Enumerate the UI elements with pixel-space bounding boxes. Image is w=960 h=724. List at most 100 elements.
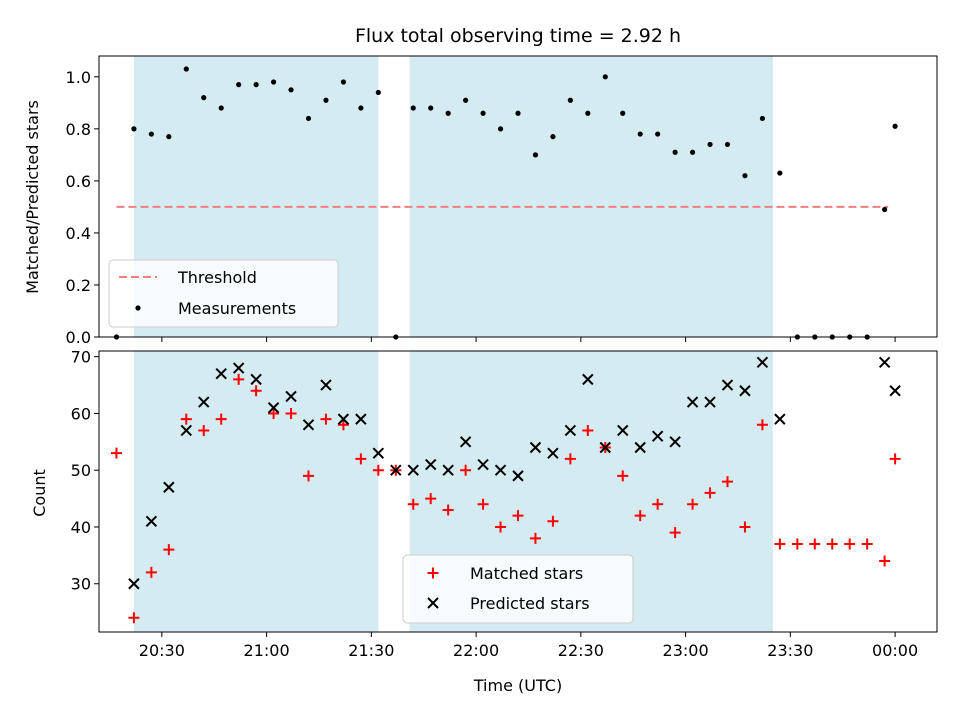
matched-stars-point-25 <box>547 515 559 527</box>
predicted-stars-point-5 <box>215 367 227 380</box>
top-measurement-point-14 <box>358 105 364 111</box>
matched-stars-point-20 <box>460 464 472 476</box>
matched-stars-point-21 <box>477 498 489 510</box>
matched-stars-point-1 <box>128 612 140 624</box>
predicted-stars-point-38 <box>878 356 891 369</box>
predicted-stars-point-22 <box>512 470 524 482</box>
matched-stars-point-0 <box>110 447 122 459</box>
matched-stars-point-22 <box>495 521 507 533</box>
matched-stars-point-45 <box>889 453 901 465</box>
top-measurement-point-36 <box>742 173 748 179</box>
predicted-stars-point-20 <box>477 458 489 471</box>
predicted-stars-point-3 <box>180 424 192 437</box>
matched-stars-point-9 <box>268 407 280 419</box>
top-measurement-point-15 <box>375 89 381 96</box>
predicted-stars-point-29 <box>634 441 646 454</box>
top-measurement-point-1 <box>131 126 137 132</box>
matched-stars-point-36 <box>739 521 751 533</box>
top-ytick-label-5: 1.0 <box>66 68 91 87</box>
predicted-stars-point-17 <box>425 458 437 471</box>
legend-box <box>108 259 339 328</box>
top-measurement-point-3 <box>166 134 172 140</box>
top-measurement-point-32 <box>672 149 678 155</box>
bottom-legend: Matched stars Predicted stars <box>402 554 634 624</box>
matched-stars-point-13 <box>337 419 349 431</box>
predicted-stars-point-27 <box>599 441 611 454</box>
xtick-label-3: 22:00 <box>453 641 499 660</box>
predicted-stars-point-2 <box>163 481 175 493</box>
top-measurement-point-44 <box>882 206 888 213</box>
predicted-stars-point-25 <box>564 424 577 437</box>
top-measurement-point-33 <box>689 149 696 155</box>
top-ytick-label-0: 0.0 <box>66 328 91 347</box>
top-measurement-point-30 <box>637 131 643 137</box>
predicted-stars-point-13 <box>355 413 367 425</box>
legend-matched-swatch <box>427 567 439 579</box>
top-measurement-point-7 <box>236 82 242 88</box>
xtick-label-7: 00:00 <box>872 641 918 660</box>
matched-stars-point-17 <box>407 498 419 510</box>
top-measurement-point-2 <box>148 131 154 137</box>
predicted-stars-point-4 <box>198 396 210 408</box>
predicted-stars-point-7 <box>250 373 262 386</box>
matched-stars-point-42 <box>844 538 856 550</box>
bottom-ytick-label-4: 70 <box>71 348 91 367</box>
top-measurement-point-37 <box>759 115 766 122</box>
top-measurement-point-26 <box>567 97 573 103</box>
bottom-ytick-label-1: 40 <box>71 518 91 537</box>
legend-matched-label: Matched stars <box>470 564 583 583</box>
matched-stars-point-26 <box>564 453 576 465</box>
predicted-stars-point-11 <box>320 379 332 391</box>
top-measurement-point-23 <box>515 110 521 116</box>
top-measurement-point-28 <box>602 74 608 80</box>
xtick-label-1: 21:00 <box>244 641 290 660</box>
predicted-stars-point-39 <box>889 385 901 397</box>
predicted-stars-point-10 <box>302 419 315 431</box>
predicted-stars-point-18 <box>442 464 454 476</box>
top-ytick-label-2: 0.4 <box>66 224 91 243</box>
bottom-panel: 30 40 50 60 70 20:30 21:00 21:30 22:00 22:30 23:00… <box>71 348 938 660</box>
top-measurement-point-38 <box>777 170 783 176</box>
top-measurement-point-11 <box>305 115 312 122</box>
top-measurement-point-12 <box>323 97 329 103</box>
predicted-stars-point-26 <box>582 373 594 386</box>
predicted-stars-point-32 <box>686 396 699 408</box>
matched-stars-point-30 <box>634 510 646 522</box>
predicted-stars-point-6 <box>232 362 245 374</box>
top-measurement-point-31 <box>655 131 661 137</box>
figure-title: Flux total observing time = 2.92 h <box>355 25 681 47</box>
top-measurement-point-4 <box>183 66 189 72</box>
top-ytick-label-3: 0.6 <box>66 172 91 191</box>
predicted-stars-point-35 <box>739 385 751 397</box>
top-measurement-point-25 <box>550 134 556 140</box>
top-legend: Threshold Measurements <box>108 259 339 328</box>
top-measurement-point-27 <box>585 110 591 116</box>
predicted-stars-point-9 <box>285 390 297 403</box>
matched-stars-point-43 <box>861 538 873 550</box>
legend-measurements-swatch <box>135 305 141 311</box>
top-measurement-point-5 <box>201 95 207 101</box>
predicted-stars-point-14 <box>372 447 385 459</box>
predicted-stars-point-34 <box>721 379 734 391</box>
predicted-stars-point-0 <box>128 578 140 590</box>
matched-stars-point-23 <box>512 510 524 522</box>
predicted-stars-point-31 <box>669 436 681 448</box>
matched-stars-point-18 <box>425 493 437 505</box>
matched-stars-point-34 <box>704 487 716 499</box>
top-axes-frame <box>98 55 938 338</box>
matched-stars-point-24 <box>529 532 541 544</box>
top-measurement-point-29 <box>620 110 626 116</box>
matched-stars-point-4 <box>180 413 192 425</box>
predicted-stars-point-21 <box>494 464 507 476</box>
top-measurement-point-18 <box>428 105 434 111</box>
predicted-stars-point-36 <box>756 356 769 369</box>
legend-box <box>402 554 634 624</box>
matched-stars-point-10 <box>285 407 297 419</box>
xtick-label-6: 23:30 <box>767 641 813 660</box>
bottom-shaded-interval-0 <box>133 351 379 632</box>
matched-stars-point-11 <box>303 470 314 482</box>
top-measurement-point-35 <box>724 141 731 148</box>
top-measurement-point-21 <box>480 110 486 116</box>
top-y-axis-label: Matched/Predicted stars <box>23 100 42 294</box>
